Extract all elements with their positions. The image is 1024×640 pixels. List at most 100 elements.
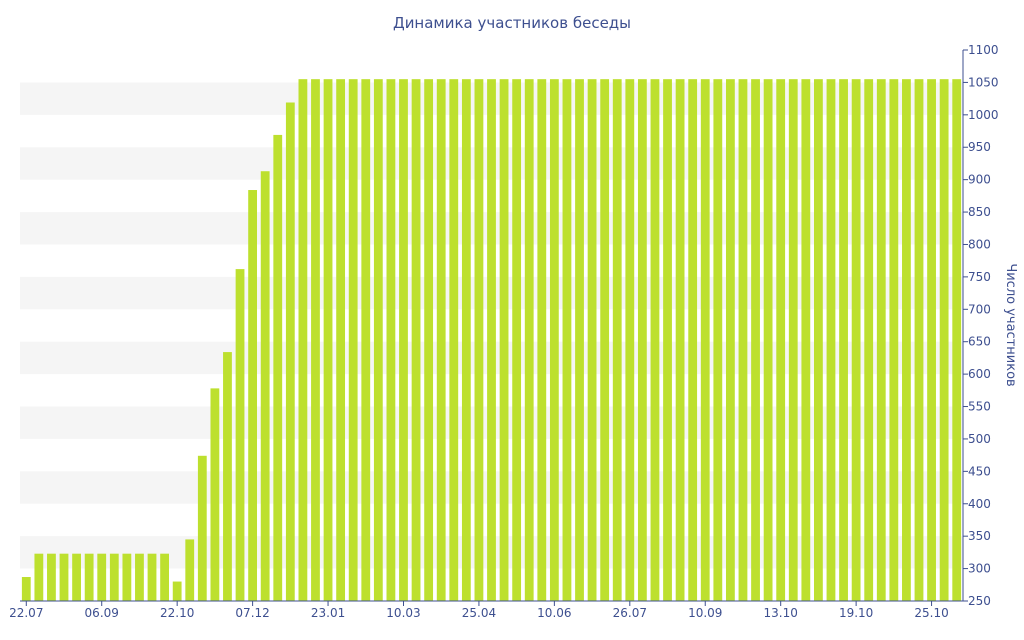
bar [436,79,446,601]
bar [197,455,207,601]
bar [851,79,861,601]
bar [612,79,622,601]
y-tick-label: 850 [968,205,991,219]
bar [927,79,936,601]
bar [864,79,874,601]
x-tick-label: 19.10 [839,606,873,620]
y-tick-label: 500 [968,432,991,446]
bar [776,79,786,601]
y-tick-label: 400 [968,497,991,511]
bar [839,79,848,601]
bar [788,79,798,601]
bar [135,553,144,601]
bar [298,79,308,601]
bar [725,79,735,601]
bar [223,352,232,601]
bar [499,79,509,601]
bar [84,553,94,601]
bar [688,79,698,601]
bar [348,79,358,601]
x-tick-label: 10.09 [688,606,722,620]
bar [625,79,635,601]
bar [336,79,346,601]
bar [876,79,886,601]
bar [185,539,195,601]
bar [675,79,685,601]
bar [713,79,723,601]
y-tick-label: 750 [968,270,991,284]
bar [587,79,597,601]
bar [34,553,44,601]
bar [763,79,773,601]
bar [575,79,584,601]
bar [801,79,811,601]
bar [273,134,283,601]
bar [939,79,949,601]
y-tick-label: 250 [968,594,991,608]
bar [474,79,484,601]
bar [311,79,320,601]
bar [21,577,31,601]
bar [160,553,169,601]
bar [826,79,836,601]
y-tick-label: 950 [968,140,991,154]
x-tick-label: 06.09 [85,606,119,620]
bar [663,79,672,601]
y-tick-label: 1000 [968,108,999,122]
y-tick-label: 600 [968,367,991,381]
bar [59,553,69,601]
bar [700,79,710,601]
bar [751,79,760,601]
bar [814,79,823,601]
bar [411,79,421,601]
bar [172,581,182,601]
bar [260,171,270,601]
bar [248,190,258,601]
bar [537,79,547,601]
bar [637,79,647,601]
bar [399,79,408,601]
x-tick-label: 22.07 [9,606,43,620]
bar [524,79,534,601]
bars [21,79,962,602]
bar [323,79,333,601]
bar [361,79,371,601]
x-tick-label: 26.07 [613,606,647,620]
bar [424,79,434,601]
bar [235,269,245,601]
y-tick-label: 350 [968,529,991,543]
y-tick-label: 300 [968,562,991,576]
bar [122,553,132,601]
x-tick-label: 10.03 [386,606,420,620]
y-axis: 250 300 350 400 450 500 550 600 650 700 750 800 850 9… [962,43,999,608]
x-tick-label: 23.01 [311,606,345,620]
x-tick-label: 13.10 [764,606,798,620]
bar [285,102,295,602]
bar [461,79,471,601]
x-tick-label: 07.12 [235,606,269,620]
bar [600,79,610,601]
bar [738,79,748,601]
x-tick-label: 22.10 [160,606,194,620]
bar [109,553,119,601]
bar [449,79,459,601]
bar [562,79,572,601]
bar [889,79,899,601]
bar [72,553,81,601]
y-tick-label: 900 [968,173,991,187]
y-tick-label: 1050 [968,75,999,89]
bar [386,79,396,601]
bar [210,388,220,601]
bar [512,79,522,601]
bar [902,79,911,601]
bar [373,79,383,601]
y-tick-label: 550 [968,400,991,414]
bar [914,79,924,601]
y-tick-label: 450 [968,464,991,478]
bar [47,553,56,601]
y-tick-label: 700 [968,302,991,316]
y-tick-label: 650 [968,335,991,349]
y-axis-title: Число участников [1003,263,1018,386]
bar [487,79,496,601]
